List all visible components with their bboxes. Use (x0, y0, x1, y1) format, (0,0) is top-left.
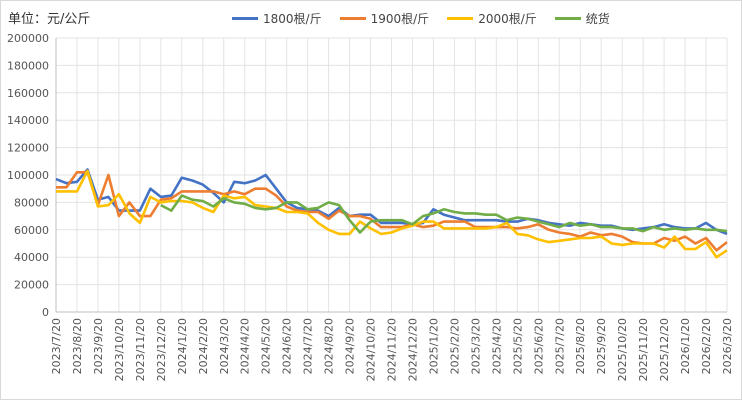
x-tick-label: 2025/5/20 (511, 318, 524, 374)
x-tick-label: 2025/11/20 (637, 318, 650, 381)
x-tick-label: 2024/7/20 (302, 318, 315, 374)
x-tick-label: 2026/1/20 (679, 318, 692, 374)
y-tick-label: 100000 (7, 169, 49, 182)
x-tick-label: 2024/9/20 (344, 318, 357, 374)
y-tick-label: 40000 (14, 251, 49, 264)
series-line-2 (56, 169, 728, 259)
x-tick-label: 2024/4/20 (239, 318, 252, 374)
legend-swatch-2000 (447, 17, 474, 20)
x-tick-label: 2023/12/20 (155, 318, 168, 381)
x-tick-label: 2023/10/20 (113, 318, 126, 381)
x-tick-label: 2025/4/20 (490, 318, 503, 374)
legend-item-1900: 1900根/斤 (339, 10, 430, 27)
x-tick-label: 2025/9/20 (595, 318, 608, 374)
x-tick-label: 2025/10/20 (616, 318, 629, 381)
x-tick-label: 2024/3/20 (218, 318, 231, 374)
legend-label-tonghuo: 统货 (585, 12, 610, 26)
y-tick-label: 80000 (14, 196, 49, 209)
x-tick-label: 2025/2/20 (448, 318, 461, 374)
x-tick-label: 2024/5/20 (260, 318, 273, 374)
x-tick-label: 2024/2/20 (197, 318, 210, 374)
x-tick-label: 2024/10/20 (365, 318, 378, 381)
legend-swatch-1900 (339, 17, 366, 20)
series-line-3 (160, 194, 728, 234)
x-tick-label: 2025/8/20 (574, 318, 587, 374)
y-tick-label: 0 (42, 306, 49, 319)
x-tick-label: 2024/12/20 (406, 318, 419, 381)
x-tick-label: 2024/11/20 (386, 318, 399, 381)
x-tick-label: 2025/1/20 (427, 318, 440, 374)
legend-item-1800: 1800根/斤 (232, 10, 322, 27)
x-tick-label: 2023/8/20 (71, 318, 84, 374)
y-tick-label: 20000 (14, 279, 49, 292)
x-tick-label: 2024/1/20 (176, 318, 189, 374)
y-tick-label: 160000 (7, 87, 49, 100)
y-tick-label: 200000 (7, 32, 49, 45)
y-tick-label: 120000 (7, 142, 49, 155)
y-tick-label: 140000 (7, 114, 49, 127)
legend-label-1800: 1800根/斤 (263, 12, 322, 26)
x-tick-label: 2025/12/20 (658, 318, 671, 381)
x-tick-label: 2026/2/20 (700, 318, 713, 374)
x-tick-label: 2023/9/20 (92, 318, 105, 374)
legend-item-tonghuo: 统货 (554, 10, 610, 27)
x-tick-label: 2023/11/20 (134, 318, 147, 381)
y-tick-label: 60000 (14, 224, 49, 237)
legend-item-2000: 2000根/斤 (447, 10, 537, 27)
series-line-1 (56, 171, 728, 252)
y-tick-label: 180000 (7, 59, 49, 72)
legend: 1800根/斤 1900根/斤 2000根/斤 统货 (232, 10, 610, 27)
x-tick-label: 2025/7/20 (553, 318, 566, 374)
x-tick-label: 2024/6/20 (281, 318, 294, 374)
x-tick-label: 2025/3/20 (469, 318, 482, 374)
unit-label: 单位：元/公斤 (8, 12, 91, 27)
legend-swatch-tonghuo (554, 17, 581, 20)
legend-label-1900: 1900根/斤 (370, 12, 430, 26)
legend-label-2000: 2000根/斤 (478, 12, 537, 26)
x-tick-label: 2024/8/20 (323, 318, 336, 374)
x-tick-label: 2023/7/20 (50, 318, 63, 374)
x-tick-label: 2026/3/20 (721, 318, 734, 374)
legend-swatch-1800 (232, 17, 258, 20)
x-tick-label: 2025/6/20 (532, 318, 545, 374)
